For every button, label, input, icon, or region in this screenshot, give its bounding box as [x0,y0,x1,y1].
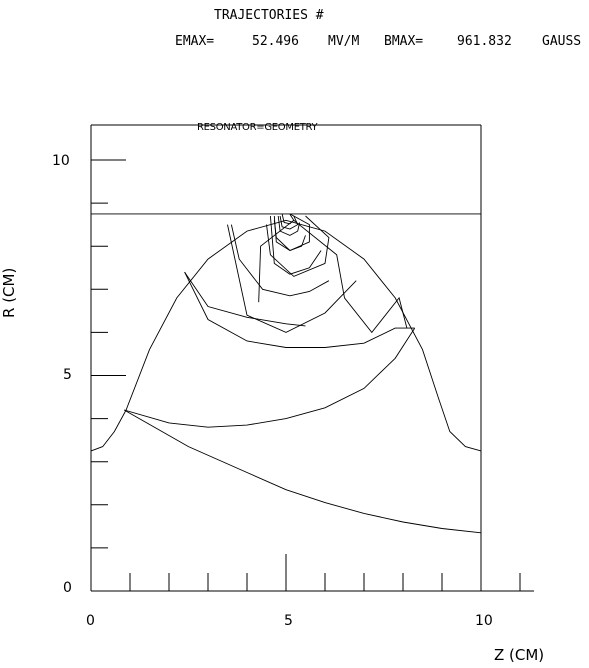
header-bmax-label: BMAX= [384,34,423,49]
field-line-10 [277,215,301,236]
header-bmax-value: 961.832 [457,34,512,49]
header-emax-value: 52.496 [252,34,299,49]
field-line-8 [269,215,322,275]
x-axis-label: Z (CM) [494,646,544,664]
header-bmax-unit: GAUSS [542,34,581,49]
axis-ticks [90,159,521,592]
y-tick-label-0: 0 [63,580,72,596]
chart-title: RESONATOR=GEOMETRY [197,122,319,133]
trajectory-13 [273,213,310,252]
trajectory-12 [266,215,330,277]
cavity-wall-1 [90,219,482,452]
y-axis-label: R (CM) [0,268,18,318]
x-tick-label-10: 10 [475,613,493,629]
field-line-6 [230,224,330,297]
field-line-3 [124,327,416,428]
header-emax-unit: MV/M [328,34,359,49]
plot-curves [90,213,482,534]
trajectory-11 [258,219,408,334]
y-tick-label-5: 5 [63,367,72,383]
header-trajectories: TRAJECTORIES # [214,8,324,23]
y-tick-label-10: 10 [52,153,70,169]
header-emax-label: EMAX= [175,34,214,49]
field-line-7 [227,224,357,333]
trajectory-15 [281,213,295,225]
axis-boundary-2 [123,409,482,534]
field-line-4 [184,271,415,348]
trajectory-14 [279,215,299,230]
x-tick-label-5: 5 [284,613,293,629]
field-line-5 [184,271,306,327]
x-tick-label-0: 0 [86,613,95,629]
